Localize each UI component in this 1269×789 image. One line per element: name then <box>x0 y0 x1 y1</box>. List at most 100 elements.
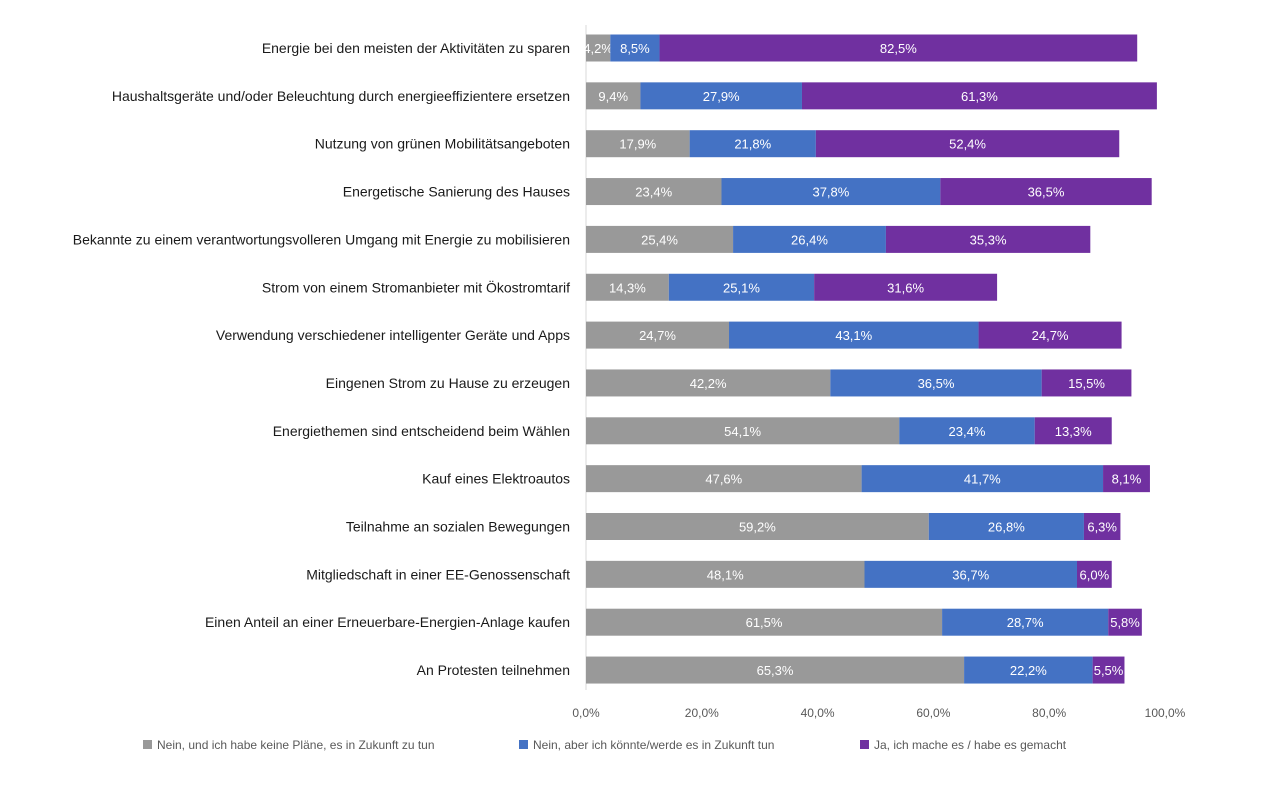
category-label: Verwendung verschiedener intelligenter G… <box>216 327 570 343</box>
legend-label: Nein, aber ich könnte/werde es in Zukunf… <box>533 738 774 752</box>
x-tick-label: 0,0% <box>572 706 600 720</box>
data-label: 13,3% <box>1055 424 1092 439</box>
data-label: 43,1% <box>835 328 872 343</box>
bar-segment-3 <box>659 34 1138 62</box>
bar-segment-1 <box>586 82 641 110</box>
bar-segment-2 <box>689 130 816 158</box>
bar-segment-1 <box>586 513 929 540</box>
data-label: 41,7% <box>964 472 1001 487</box>
bar-segment-2 <box>640 82 802 110</box>
x-tick-label: 20,0% <box>685 706 719 720</box>
data-label: 6,3% <box>1087 520 1117 535</box>
category-label: Einen Anteil an einer Erneuerbare-Energi… <box>205 614 570 630</box>
data-label: 36,5% <box>918 376 955 391</box>
data-label: 48,1% <box>707 567 744 582</box>
bar-segment-1 <box>586 225 734 253</box>
data-label: 26,4% <box>791 232 828 247</box>
category-label: Eingenen Strom zu Hause zu erzeugen <box>326 375 570 391</box>
x-tick-label: 100,0% <box>1145 706 1186 720</box>
legend-swatch <box>519 740 528 749</box>
bar-segment-1 <box>586 465 862 493</box>
data-label: 61,3% <box>961 89 998 104</box>
bar-segment-2 <box>668 273 815 301</box>
data-label: 5,8% <box>1110 615 1140 630</box>
data-label: 28,7% <box>1007 615 1044 630</box>
category-label: An Protesten teilnehmen <box>417 662 570 678</box>
bar-segment-3 <box>815 130 1120 158</box>
bar-segment-3 <box>801 82 1157 110</box>
data-label: 82,5% <box>880 41 917 56</box>
data-label: 31,6% <box>887 280 924 295</box>
bar-segment-2 <box>830 369 1042 397</box>
data-label: 17,9% <box>619 137 656 152</box>
data-label: 21,8% <box>734 137 771 152</box>
category-label: Nutzung von grünen Mobilitätsangeboten <box>315 136 570 152</box>
bar-segment-2 <box>729 321 979 349</box>
category-label: Kauf eines Elektroautos <box>422 471 570 487</box>
bar-segment-3 <box>1108 608 1142 636</box>
data-label: 59,2% <box>739 520 776 535</box>
bar-segment-3 <box>1092 656 1125 684</box>
bar-segment-1 <box>586 608 943 636</box>
bar-segment-2 <box>864 560 1077 588</box>
data-label: 8,1% <box>1112 472 1142 487</box>
bar-segment-1 <box>586 417 900 445</box>
category-label: Energiethemen sind entscheidend beim Wäh… <box>273 423 570 439</box>
data-label: 24,7% <box>639 328 676 343</box>
data-label: 8,5% <box>620 41 650 56</box>
category-label: Haushaltsgeräte und/oder Beleuchtung dur… <box>112 88 570 104</box>
bar-segment-2 <box>964 656 1093 684</box>
x-tick-label: 80,0% <box>1032 706 1066 720</box>
data-label: 14,3% <box>609 280 646 295</box>
bar-segment-3 <box>1041 369 1132 397</box>
data-label: 27,9% <box>703 89 740 104</box>
data-label: 65,3% <box>757 663 794 678</box>
data-label: 24,7% <box>1032 328 1069 343</box>
data-label: 25,4% <box>641 232 678 247</box>
legend-swatch <box>860 740 869 749</box>
bar-segment-2 <box>861 465 1104 493</box>
bar-segment-1 <box>586 560 865 588</box>
legend-swatch <box>143 740 152 749</box>
bar-segment-3 <box>1103 465 1150 493</box>
data-label: 26,8% <box>988 520 1025 535</box>
legend-label: Nein, und ich habe keine Pläne, es in Zu… <box>157 738 435 752</box>
bar-segment-3 <box>978 321 1122 349</box>
legend-label: Ja, ich mache es / habe es gemacht <box>874 738 1067 752</box>
bar-segment-3 <box>940 178 1152 206</box>
data-label: 4,2% <box>583 41 613 56</box>
bar-segment-3 <box>1034 417 1112 445</box>
data-label: 25,1% <box>723 280 760 295</box>
data-label: 61,5% <box>746 615 783 630</box>
data-label: 35,3% <box>970 232 1007 247</box>
bar-segment-1 <box>586 369 831 397</box>
bar-segment-3 <box>814 273 998 301</box>
data-label: 52,4% <box>949 137 986 152</box>
bar-segment-3 <box>1083 513 1121 540</box>
category-label: Teilnahme an sozialen Bewegungen <box>346 519 570 535</box>
bar-segment-2 <box>899 417 1035 445</box>
category-label: Strom von einem Stromanbieter mit Ökostr… <box>262 278 570 295</box>
data-label: 36,7% <box>952 567 989 582</box>
data-label: 54,1% <box>724 424 761 439</box>
data-label: 6,0% <box>1080 567 1110 582</box>
data-label: 42,2% <box>690 376 727 391</box>
bar-segment-3 <box>1076 560 1112 588</box>
bar-segment-1 <box>586 34 611 62</box>
data-label: 22,2% <box>1010 663 1047 678</box>
data-label: 5,5% <box>1094 663 1124 678</box>
bar-segment-1 <box>586 130 690 158</box>
data-label: 23,4% <box>635 185 672 200</box>
bar-segment-3 <box>885 225 1091 253</box>
category-label: Energetische Sanierung des Hauses <box>343 184 570 200</box>
data-label: 15,5% <box>1068 376 1105 391</box>
bar-segment-1 <box>586 178 722 206</box>
bar-segment-2 <box>942 608 1109 636</box>
category-label: Energie bei den meisten der Aktivitäten … <box>262 40 570 56</box>
data-label: 37,8% <box>812 185 849 200</box>
category-label: Mitgliedschaft in einer EE-Genossenschaf… <box>306 566 570 582</box>
x-tick-label: 60,0% <box>916 706 950 720</box>
data-label: 9,4% <box>598 89 628 104</box>
bar-segment-1 <box>586 273 669 301</box>
